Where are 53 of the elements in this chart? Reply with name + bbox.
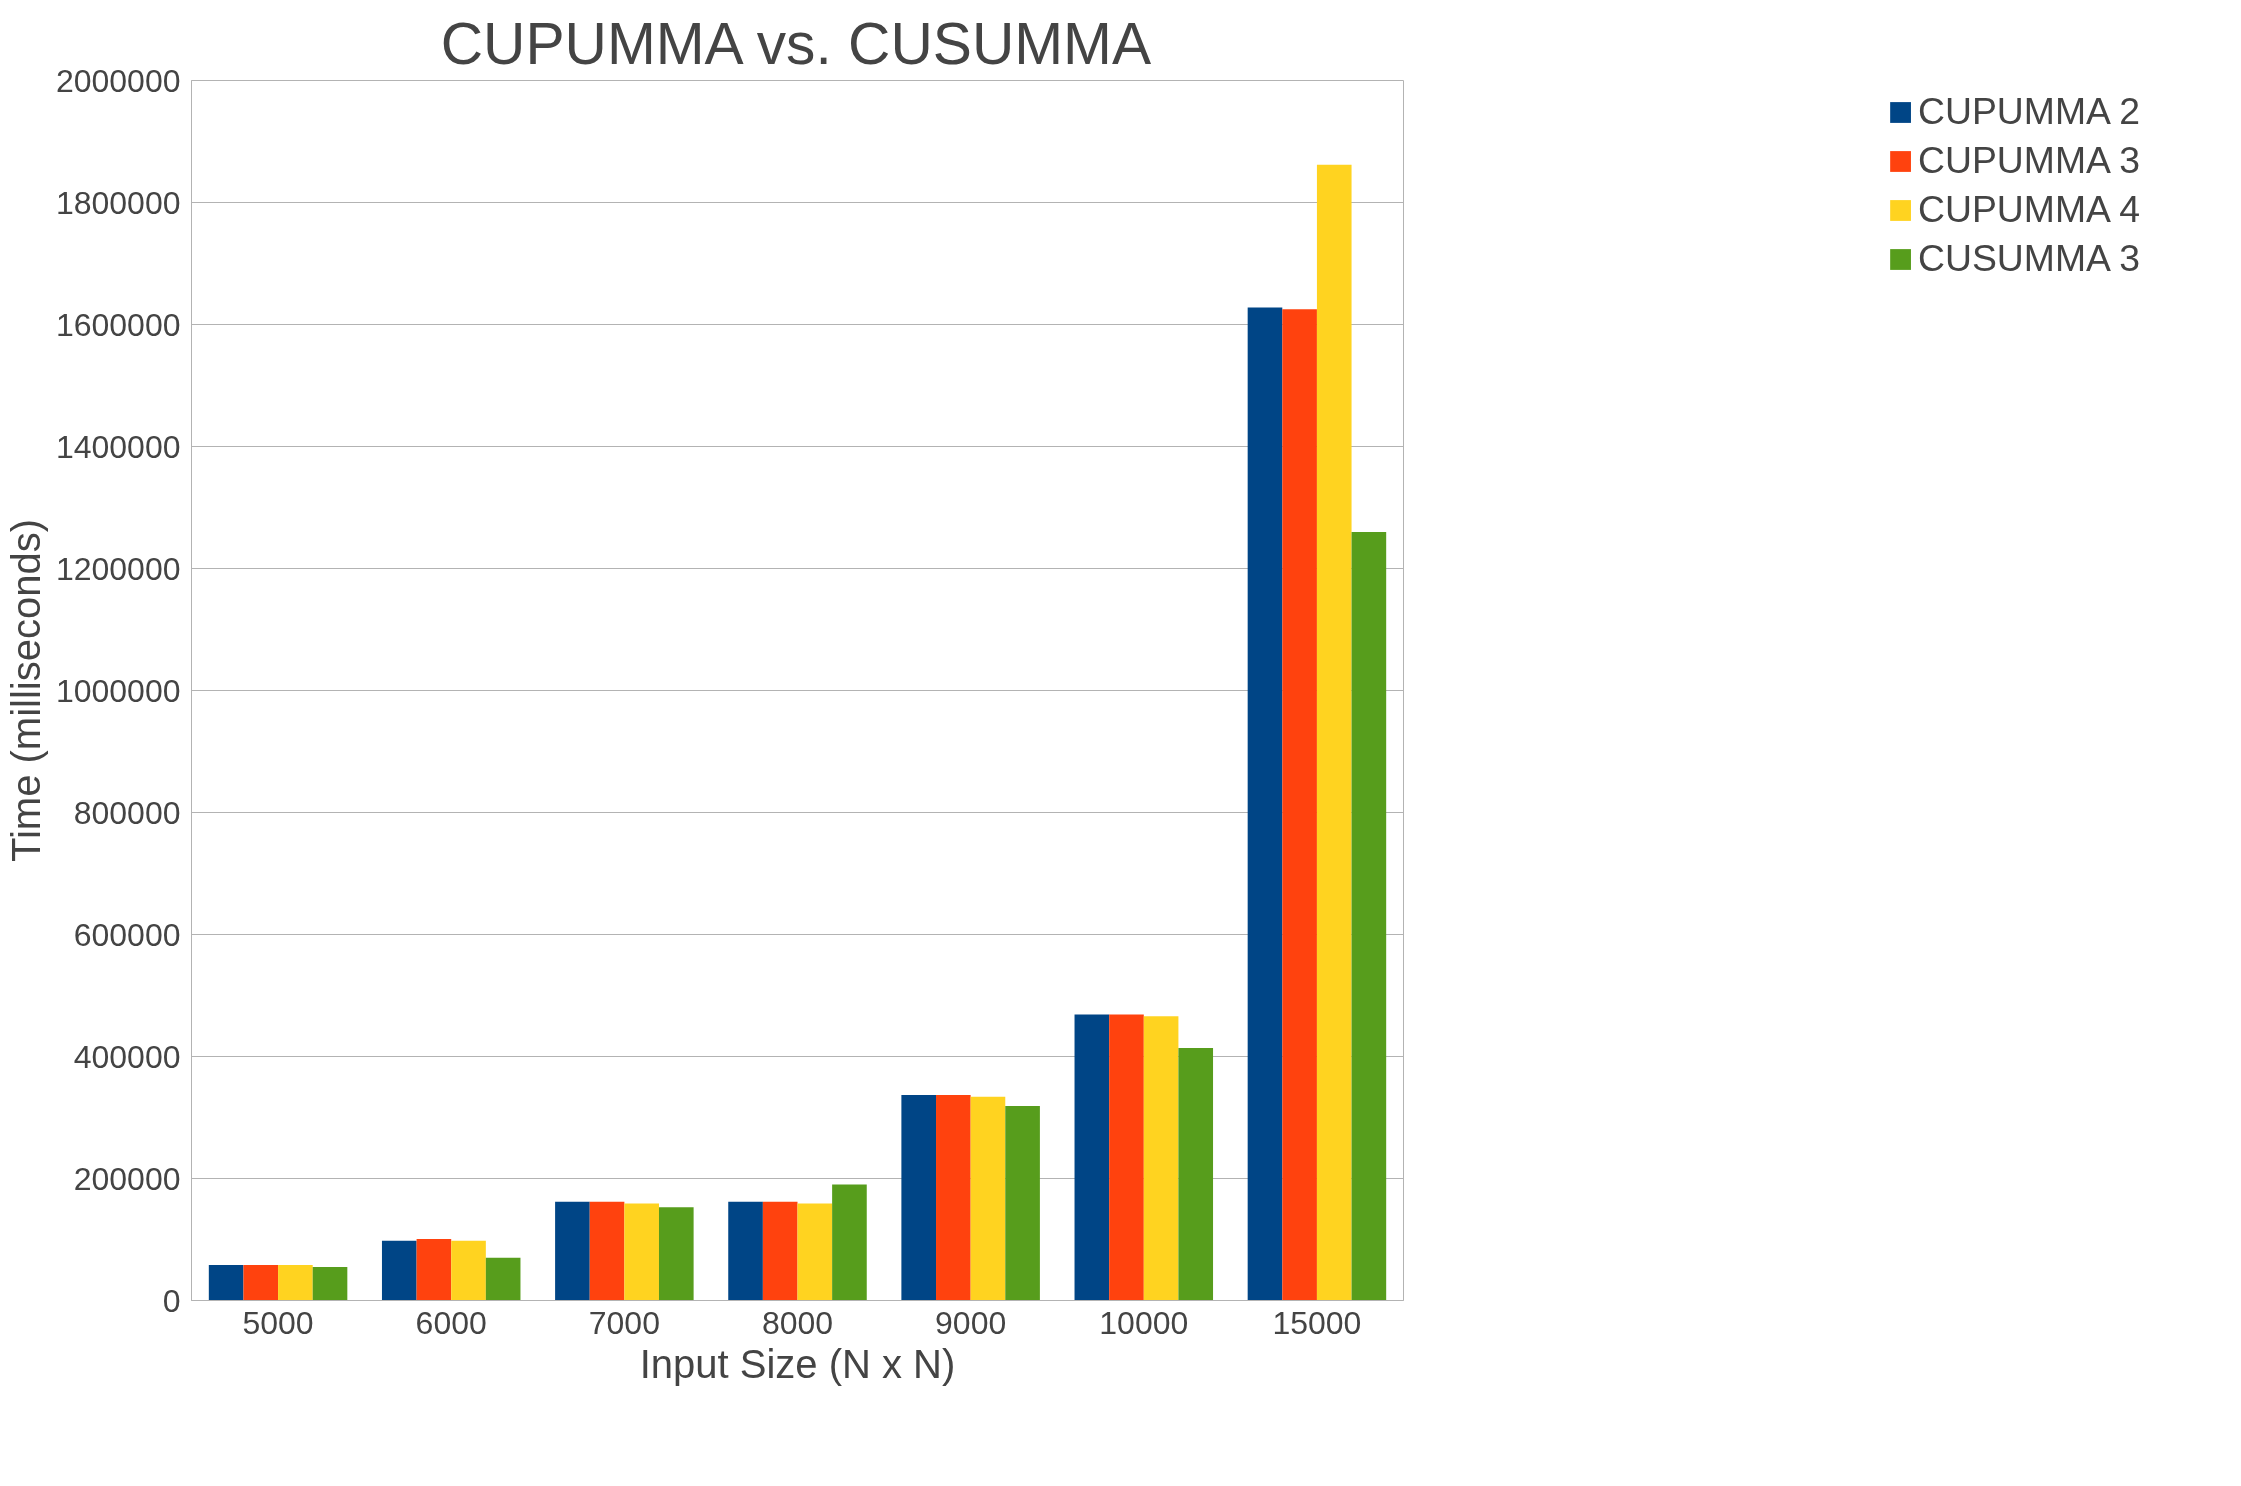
bar — [208, 1265, 244, 1301]
bar — [416, 1238, 452, 1301]
y-tick-label: 2000000 — [55, 62, 181, 99]
x-tick-label: 8000 — [761, 1304, 834, 1341]
bar — [451, 1240, 486, 1301]
y-tick-label: 1400000 — [55, 428, 181, 465]
bar — [936, 1094, 971, 1301]
bar — [312, 1266, 348, 1301]
bar — [1109, 1014, 1144, 1301]
bar — [1074, 1014, 1110, 1301]
bar — [970, 1096, 1006, 1301]
x-tick-label: 15000 — [1272, 1304, 1362, 1341]
chart-title: CUPUMMA vs. CUSUMMA — [440, 10, 1152, 76]
bar — [555, 1201, 590, 1301]
bar — [589, 1201, 625, 1301]
y-tick-label: 800000 — [73, 794, 181, 831]
y-tick-label: 1200000 — [55, 550, 181, 587]
legend-label: CUSUMMA 3 — [1918, 237, 2140, 280]
y-tick-label: 0 — [162, 1282, 181, 1319]
y-tick-label: 400000 — [73, 1038, 181, 1075]
bar — [797, 1203, 833, 1301]
legend-label: CUPUMMA 4 — [1918, 188, 2140, 231]
bar — [1178, 1047, 1214, 1301]
bar — [485, 1257, 521, 1301]
bar — [1005, 1105, 1040, 1301]
x-tick-label: 7000 — [588, 1304, 660, 1341]
bar — [1351, 531, 1387, 1301]
x-tick-label: 10000 — [1099, 1304, 1189, 1341]
legend-label: CUPUMMA 3 — [1918, 139, 2140, 182]
bar — [243, 1265, 279, 1301]
y-tick-label: 1800000 — [55, 184, 181, 221]
legend-label: CUPUMMA 2 — [1918, 90, 2140, 133]
x-tick-label: 6000 — [415, 1304, 487, 1341]
bar — [1247, 307, 1283, 1301]
bar — [381, 1240, 417, 1301]
bar — [278, 1265, 313, 1301]
bar — [762, 1201, 798, 1301]
y-axis-title: Time (milliseconds) — [3, 518, 48, 862]
y-tick-label: 200000 — [73, 1160, 181, 1197]
bar — [728, 1201, 763, 1301]
y-tick-label: 1600000 — [55, 306, 181, 343]
bar — [1143, 1016, 1179, 1301]
x-tick-label: 9000 — [935, 1304, 1007, 1341]
y-tick-label: 1000000 — [55, 672, 181, 709]
bar — [1316, 164, 1352, 1301]
y-tick-label: 600000 — [73, 916, 181, 953]
bar — [624, 1203, 659, 1301]
bar — [901, 1094, 937, 1301]
bar — [832, 1184, 867, 1301]
bar — [1282, 309, 1317, 1301]
x-tick-label: 5000 — [242, 1304, 314, 1341]
bar — [658, 1207, 694, 1301]
x-axis-title: Input Size (N x N) — [639, 1341, 956, 1386]
